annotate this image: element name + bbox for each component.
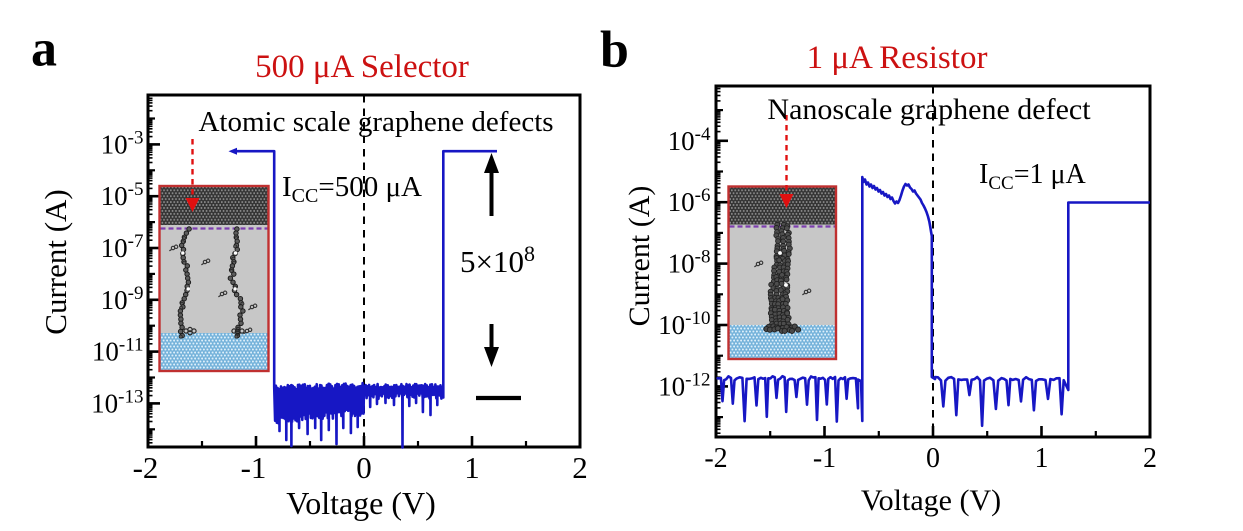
svg-text:Atomic scale graphene defects: Atomic scale graphene defects	[198, 106, 553, 138]
svg-text:500 μA Selector: 500 μA Selector	[255, 49, 469, 85]
svg-text:0: 0	[926, 443, 940, 474]
svg-text:Voltage (V): Voltage (V)	[861, 484, 1001, 517]
svg-text:-2: -2	[704, 443, 727, 474]
svg-text:b: b	[600, 22, 629, 79]
svg-text:10-9: 10-9	[101, 283, 144, 315]
svg-text:0: 0	[356, 450, 372, 485]
svg-text:a: a	[31, 21, 57, 78]
svg-text:-1: -1	[241, 450, 267, 485]
svg-text:Voltage (V): Voltage (V)	[286, 485, 436, 521]
svg-text:2: 2	[572, 450, 588, 485]
svg-text:5×108: 5×108	[460, 241, 535, 279]
svg-text:1: 1	[464, 450, 480, 485]
svg-text:Current (A): Current (A)	[38, 189, 73, 334]
svg-text:1: 1	[1035, 443, 1049, 474]
svg-text:-1: -1	[813, 443, 836, 474]
svg-text:ICC=1 μA: ICC=1 μA	[979, 159, 1086, 194]
svg-text:-2: -2	[133, 450, 159, 485]
svg-text:Current (A): Current (A)	[623, 186, 656, 327]
svg-text:10-6: 10-6	[668, 185, 711, 217]
svg-text:2: 2	[1143, 443, 1157, 474]
svg-text:10-7: 10-7	[101, 231, 144, 263]
svg-text:Nanoscale graphene defect: Nanoscale graphene defect	[767, 93, 1091, 126]
svg-text:1 μA Resistor: 1 μA Resistor	[807, 40, 988, 76]
